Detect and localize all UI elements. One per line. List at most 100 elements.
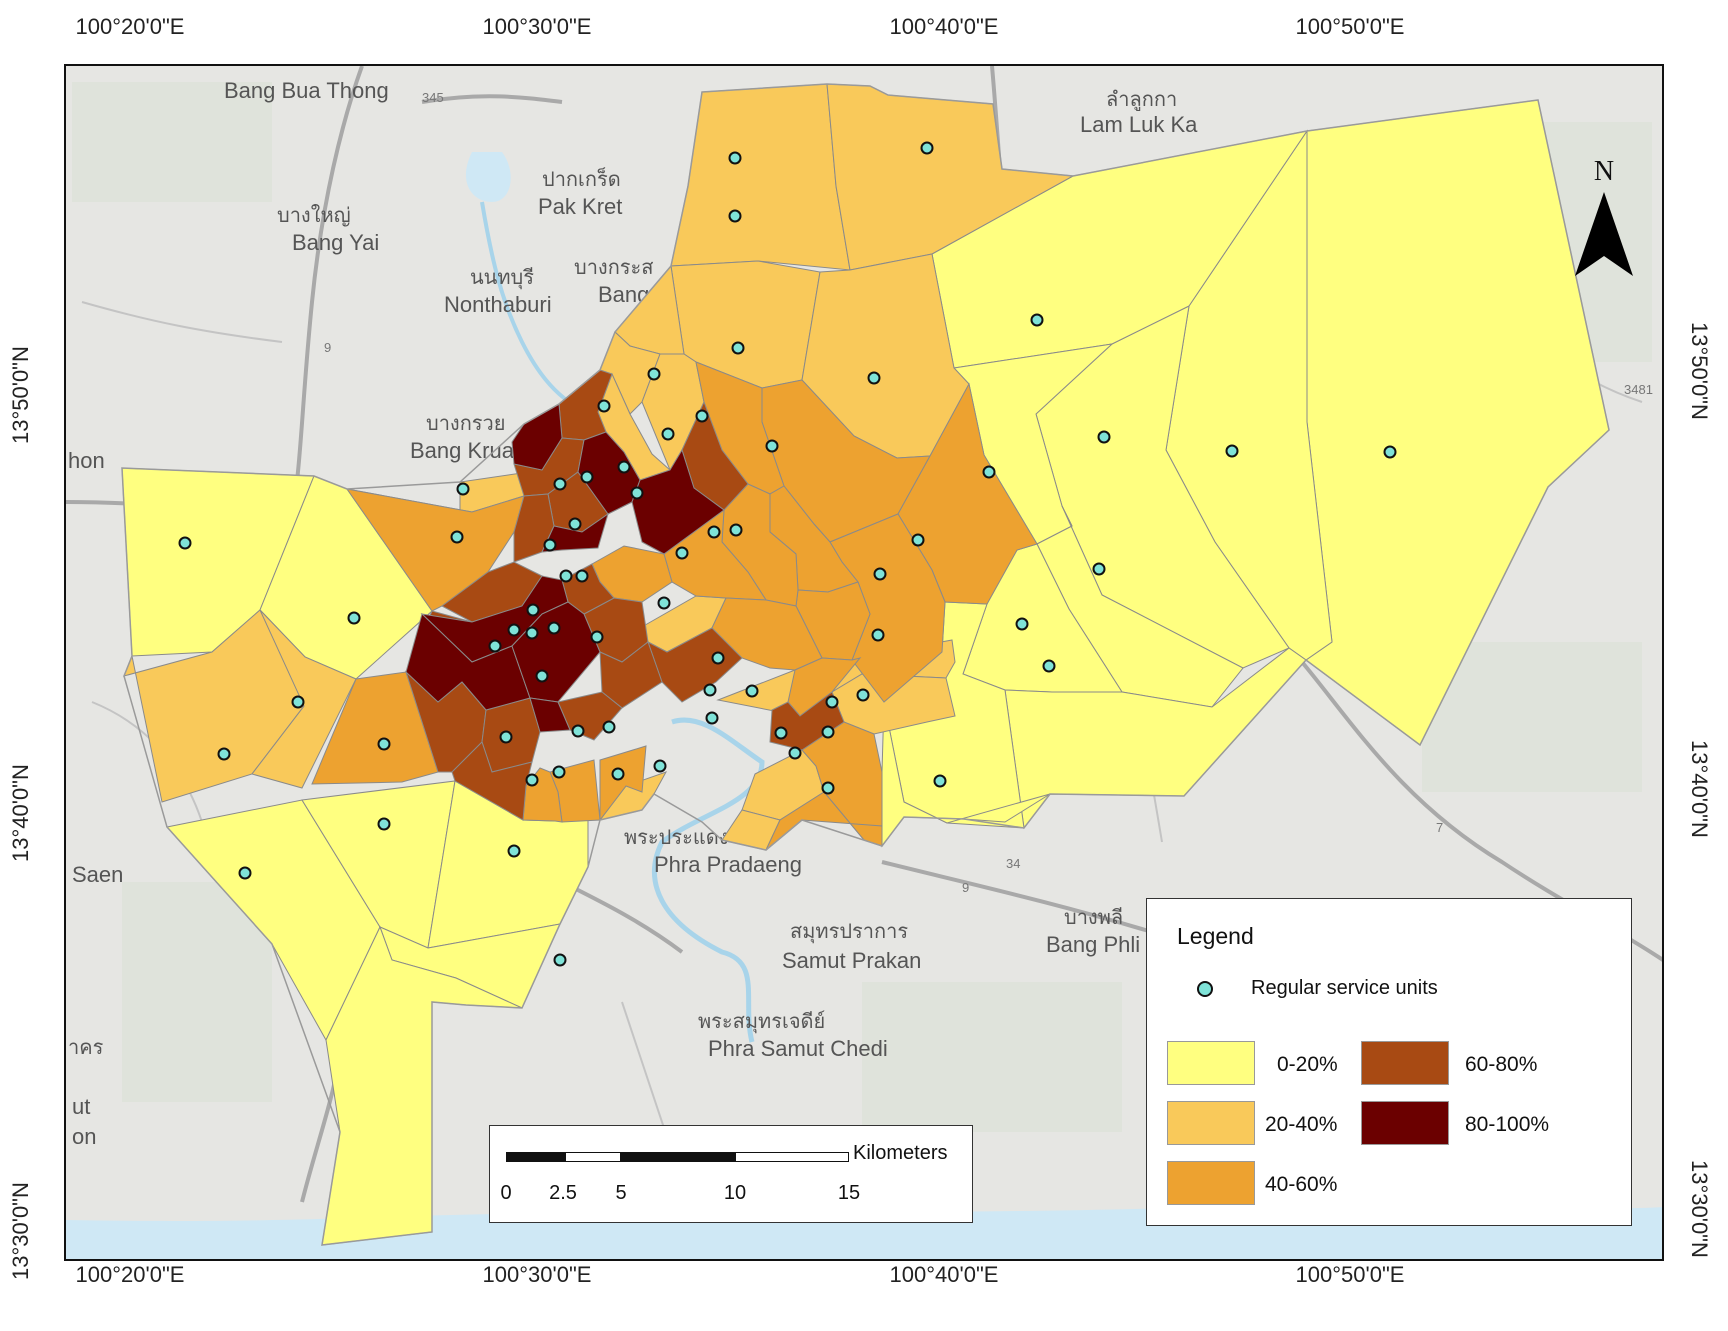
service-unit-marker bbox=[873, 567, 887, 581]
legend-label-0-20: 0-20% bbox=[1277, 1053, 1338, 1076]
scale-segment bbox=[735, 1152, 849, 1162]
service-unit-marker bbox=[611, 767, 625, 781]
basemap-place-labels: Bang Bua Thong บางใหญ่ Bang Yai นนทบุรี … bbox=[68, 78, 1653, 1149]
service-unit-marker bbox=[568, 517, 582, 531]
legend-label-20-40: 20-40% bbox=[1265, 1113, 1338, 1136]
edge-fragment-label: hon bbox=[68, 448, 105, 473]
service-area-60-80 bbox=[647, 627, 743, 703]
service-area-40-60 bbox=[345, 488, 525, 612]
legend-label-80-100: 80-100% bbox=[1465, 1113, 1550, 1136]
service-units-layer bbox=[178, 141, 1397, 967]
longitude-label-top: 100°20'0"E bbox=[75, 14, 185, 39]
scale-tick: 10 bbox=[723, 1182, 747, 1204]
service-unit-marker bbox=[571, 724, 585, 738]
service-unit-icon bbox=[1197, 981, 1213, 997]
service-unit-marker bbox=[488, 639, 502, 653]
service-unit-marker bbox=[590, 630, 604, 644]
service-unit-marker bbox=[695, 409, 709, 423]
service-unit-marker bbox=[920, 141, 934, 155]
service-unit-marker bbox=[856, 688, 870, 702]
service-unit-marker bbox=[575, 569, 589, 583]
service-unit-marker bbox=[238, 866, 252, 880]
scale-segment bbox=[506, 1152, 565, 1162]
north-arrow-icon: N bbox=[1575, 156, 1633, 276]
service-unit-marker bbox=[552, 765, 566, 779]
place-label-en: Phra Samut Chedi bbox=[708, 1036, 888, 1061]
service-unit-marker bbox=[711, 651, 725, 665]
legend-swatch-20-40 bbox=[1167, 1101, 1255, 1145]
service-unit-marker bbox=[507, 844, 521, 858]
scale-segment bbox=[621, 1152, 735, 1162]
place-label-en: Pak Kret bbox=[538, 194, 622, 219]
road-number: 9 bbox=[962, 880, 969, 895]
service-unit-marker bbox=[291, 695, 305, 709]
service-unit-marker bbox=[1030, 313, 1044, 327]
service-unit-marker bbox=[982, 465, 996, 479]
service-unit-marker bbox=[525, 773, 539, 787]
legend-label-40-60: 40-60% bbox=[1265, 1173, 1338, 1196]
latitude-label-left: 13°30'0"N bbox=[8, 1182, 33, 1280]
service-unit-marker bbox=[1097, 430, 1111, 444]
edge-fragment-label: Saen bbox=[72, 862, 123, 887]
chao-phraya-river-south bbox=[652, 717, 765, 1043]
north-label: N bbox=[1594, 156, 1614, 187]
reservoir bbox=[465, 152, 511, 202]
service-unit-marker bbox=[657, 596, 671, 610]
service-unit-marker bbox=[347, 611, 361, 625]
service-unit-marker bbox=[507, 623, 521, 637]
service-unit-marker bbox=[728, 209, 742, 223]
legend-title: Legend bbox=[1177, 923, 1254, 949]
service-unit-marker bbox=[675, 546, 689, 560]
map-frame[interactable]: Bang Bua Thong บางใหญ่ Bang Yai นนทบุรี … bbox=[64, 64, 1664, 1261]
longitude-label-bottom: 100°30'0"E bbox=[482, 1262, 592, 1287]
edge-fragment-label: ut bbox=[72, 1094, 90, 1119]
service-unit-marker bbox=[377, 817, 391, 831]
place-label-en: Samut Prakan bbox=[782, 948, 921, 973]
service-area-80-100 bbox=[541, 512, 609, 553]
service-unit-marker bbox=[788, 746, 802, 760]
latitude-label-right: 13°30'0"N bbox=[1687, 1160, 1712, 1258]
service-unit-marker bbox=[525, 626, 539, 640]
service-unit-marker bbox=[1225, 444, 1239, 458]
study-area-outline bbox=[121, 83, 1610, 1246]
service-unit-marker bbox=[450, 530, 464, 544]
place-label-th: ลำลูกกา bbox=[1106, 87, 1177, 112]
service-area-60-80 bbox=[451, 741, 533, 821]
latitude-label-left: 13°50'0"N bbox=[8, 346, 33, 444]
service-unit-marker bbox=[705, 711, 719, 725]
service-unit-marker bbox=[535, 669, 549, 683]
service-unit-marker bbox=[617, 460, 631, 474]
service-unit-marker bbox=[543, 538, 557, 552]
service-unit-marker bbox=[559, 569, 573, 583]
service-unit-marker bbox=[731, 341, 745, 355]
map-canvas[interactable]: Bang Bua Thong บางใหญ่ Bang Yai นนทบุรี … bbox=[66, 66, 1664, 1261]
longitude-label-top: 100°50'0"E bbox=[1295, 14, 1405, 39]
legend-swatch-60-80 bbox=[1361, 1041, 1449, 1085]
service-unit-marker bbox=[867, 371, 881, 385]
road-number: 7 bbox=[1436, 820, 1443, 835]
road-number: 3481 bbox=[1624, 382, 1653, 397]
longitude-label-bottom: 100°20'0"E bbox=[75, 1262, 185, 1287]
legend-swatch-40-60 bbox=[1167, 1161, 1255, 1205]
edge-fragment-label: on bbox=[72, 1124, 96, 1149]
service-unit-marker bbox=[178, 536, 192, 550]
scale-tick: 0 bbox=[500, 1182, 512, 1204]
place-label-en: Bang Yai bbox=[292, 230, 379, 255]
edge-fragment-label: าคร bbox=[68, 1035, 104, 1059]
service-area-40-60 bbox=[311, 671, 439, 785]
longitude-label-bottom: 100°50'0"E bbox=[1295, 1262, 1405, 1287]
service-unit-marker bbox=[765, 439, 779, 453]
service-unit-marker bbox=[580, 470, 594, 484]
service-unit-marker bbox=[933, 774, 947, 788]
longitude-label-top: 100°30'0"E bbox=[482, 14, 592, 39]
service-unit-marker bbox=[653, 759, 667, 773]
service-unit-marker bbox=[1092, 562, 1106, 576]
place-label-th: บางกระส bbox=[574, 255, 654, 279]
service-unit-marker bbox=[774, 726, 788, 740]
service-unit-marker bbox=[661, 427, 675, 441]
service-unit-marker bbox=[1042, 659, 1056, 673]
service-unit-marker bbox=[499, 730, 513, 744]
service-unit-marker bbox=[526, 603, 540, 617]
place-label-th: ปากเกร็ด bbox=[542, 166, 621, 191]
legend-swatch-80-100 bbox=[1361, 1101, 1449, 1145]
